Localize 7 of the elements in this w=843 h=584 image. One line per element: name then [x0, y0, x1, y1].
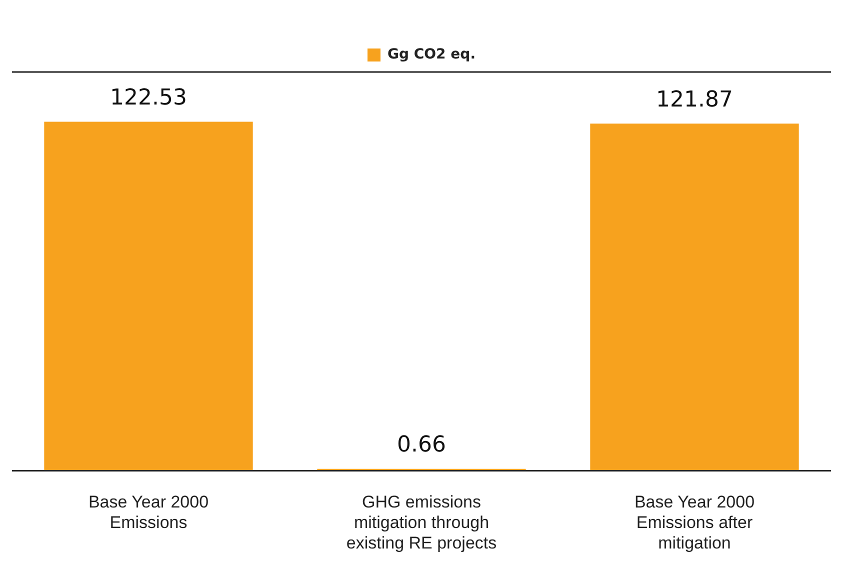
data-label: 122.53 — [110, 85, 187, 110]
data-label: 0.66 — [397, 432, 446, 458]
legend-label: Gg CO2 eq. — [387, 46, 476, 63]
x-tick-label: Base Year 2000 Emissions — [88, 492, 209, 532]
x-tick-label: GHG emissions mitigation through existing RE projects — [346, 492, 497, 552]
x-tick-label: Base Year 2000 Emissions after mitigation — [634, 492, 755, 552]
data-label: 121.87 — [656, 87, 733, 112]
